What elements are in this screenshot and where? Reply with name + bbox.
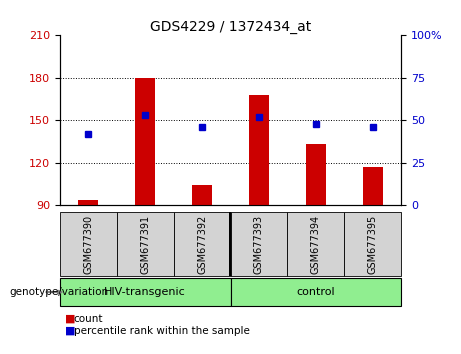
Title: GDS4229 / 1372434_at: GDS4229 / 1372434_at	[150, 21, 311, 34]
Bar	[306, 144, 326, 205]
Bar	[249, 95, 269, 205]
Bar	[135, 78, 155, 205]
Text: GSM677392: GSM677392	[197, 215, 207, 274]
Text: ■: ■	[65, 314, 75, 324]
Text: GSM677391: GSM677391	[140, 215, 150, 274]
Text: GSM677394: GSM677394	[311, 215, 321, 274]
Bar	[192, 185, 212, 205]
Text: HIV-transgenic: HIV-transgenic	[104, 287, 186, 297]
Bar	[78, 200, 98, 205]
Text: control: control	[296, 287, 335, 297]
Text: count: count	[74, 314, 103, 324]
Bar	[363, 167, 383, 205]
Text: ■: ■	[65, 326, 75, 336]
Text: genotype/variation: genotype/variation	[9, 287, 108, 297]
Text: percentile rank within the sample: percentile rank within the sample	[74, 326, 250, 336]
Text: GSM677395: GSM677395	[367, 215, 378, 274]
Text: GSM677393: GSM677393	[254, 215, 264, 274]
Text: GSM677390: GSM677390	[83, 215, 94, 274]
